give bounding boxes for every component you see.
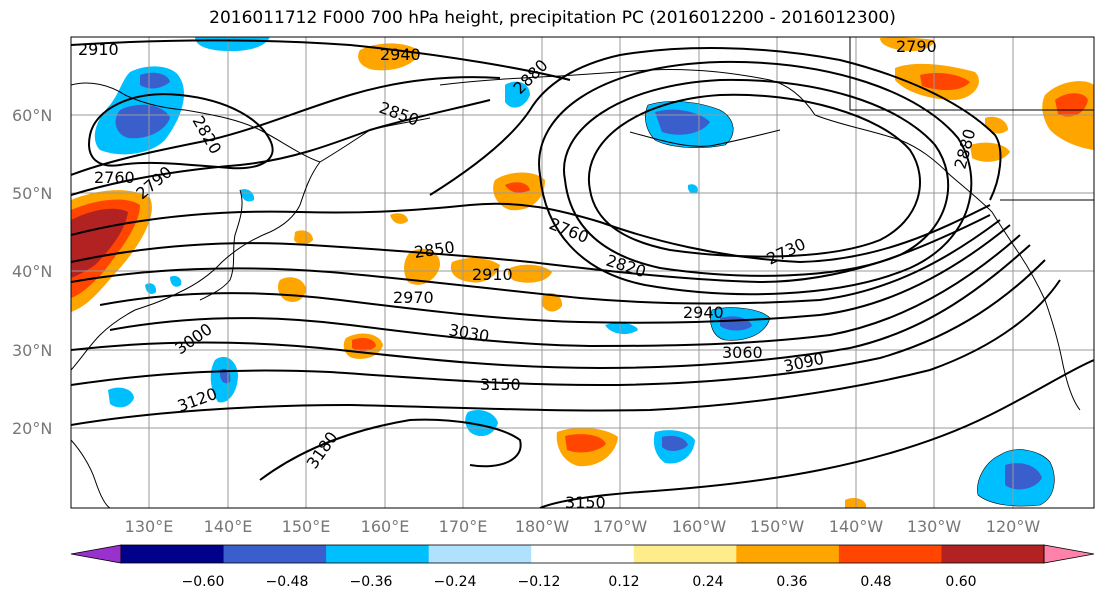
precip-anomaly-shading bbox=[71, 37, 1094, 508]
lon-tick-label: 130°E bbox=[125, 517, 174, 536]
colorbar-segment bbox=[121, 545, 225, 563]
colorbar-segment bbox=[428, 545, 532, 563]
contour-label: 2760 bbox=[94, 168, 135, 187]
height-contours bbox=[71, 39, 1094, 508]
contour-label: 2970 bbox=[393, 288, 434, 307]
colorbar-tick-label: −0.12 bbox=[518, 574, 561, 590]
contour-label: 3150 bbox=[565, 493, 606, 512]
colorbar-tick-label: −0.48 bbox=[266, 574, 309, 590]
contour-label: 2940 bbox=[683, 303, 724, 322]
lon-tick-label: 170°E bbox=[439, 517, 488, 536]
colorbar-extend-low bbox=[70, 544, 122, 564]
colorbar-segment bbox=[736, 545, 840, 563]
colorbar-segment bbox=[633, 545, 737, 563]
colorbar-tick-label: 0.36 bbox=[776, 574, 807, 590]
colorbar-border bbox=[120, 544, 1045, 564]
colorbar-segment bbox=[941, 545, 1045, 563]
colorbar-tick-label: 0.48 bbox=[860, 574, 891, 590]
colorbar-tick-labels: −0.60 −0.48 −0.36 −0.24 −0.12 0.12 0.24 … bbox=[182, 574, 977, 590]
lon-tick-label: 180°W bbox=[515, 517, 570, 536]
contour-label: 2940 bbox=[380, 45, 421, 64]
lon-tick-label: 150°E bbox=[282, 517, 331, 536]
lon-tick-label: 160°W bbox=[672, 517, 727, 536]
map-frame bbox=[70, 36, 1095, 509]
colorbar bbox=[70, 544, 1095, 564]
latitude-labels: 60°N 50°N 40°N 30°N 20°N bbox=[12, 106, 52, 438]
colorbar-tick-label: −0.24 bbox=[434, 574, 477, 590]
colorbar-tick-label: 0.12 bbox=[608, 574, 639, 590]
colorbar-segment bbox=[838, 545, 942, 563]
lon-tick-label: 140°E bbox=[204, 517, 253, 536]
colorbar-tick-label: −0.60 bbox=[182, 574, 225, 590]
colorbar-segment bbox=[223, 545, 327, 563]
lat-tick-label: 30°N bbox=[12, 341, 52, 360]
lon-tick-label: 150°W bbox=[750, 517, 805, 536]
map-title: 2016011712 F000 700 hPa height, precipit… bbox=[209, 8, 896, 28]
lon-tick-label: 120°W bbox=[986, 517, 1041, 536]
lon-tick-label: 130°W bbox=[907, 517, 962, 536]
lon-tick-label: 170°W bbox=[593, 517, 648, 536]
lat-tick-label: 50°N bbox=[12, 184, 52, 203]
lon-tick-label: 140°W bbox=[829, 517, 884, 536]
contour-label: 3150 bbox=[480, 375, 521, 394]
longitude-labels: 130°E 140°E 150°E 160°E 170°E 180°W 170°… bbox=[125, 517, 1041, 536]
lat-tick-label: 20°N bbox=[12, 419, 52, 438]
colorbar-tick-label: 0.60 bbox=[945, 574, 976, 590]
contour-label: 2910 bbox=[472, 265, 513, 284]
contour-label: 3060 bbox=[722, 343, 763, 362]
map-graticule bbox=[71, 37, 1094, 508]
colorbar-segment bbox=[531, 545, 635, 563]
colorbar-segment bbox=[326, 545, 430, 563]
lat-tick-label: 60°N bbox=[12, 106, 52, 125]
colorbar-extend-high bbox=[1043, 544, 1095, 564]
lon-tick-label: 160°E bbox=[361, 517, 410, 536]
colorbar-tick-label: 0.24 bbox=[692, 574, 723, 590]
anomaly-outlines bbox=[645, 101, 1055, 507]
lat-tick-label: 40°N bbox=[12, 262, 52, 281]
colorbar-tick-label: −0.36 bbox=[350, 574, 393, 590]
contour-label: 2790 bbox=[896, 37, 937, 56]
contour-label: 2910 bbox=[78, 40, 119, 59]
